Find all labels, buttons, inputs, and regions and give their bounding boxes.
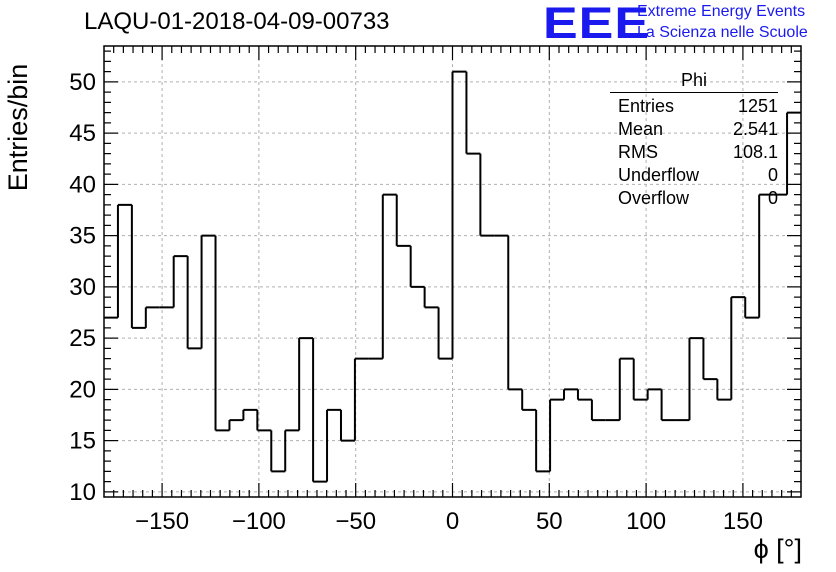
histogram-bin [270,430,286,473]
x-tick-label: −100 [232,508,286,535]
histogram-bin [353,357,369,441]
histogram-bin [451,70,467,359]
axis-ticks [104,46,801,497]
x-tick-label: 150 [723,508,763,535]
histogram-bin [660,389,676,422]
histogram-bin [326,408,341,482]
y-tick-label: 40 [69,171,96,198]
stats-box: Phi Entries 1251 Mean 2.541 RMS 108.1 Under… [610,70,778,210]
histogram-bin [256,409,272,432]
stats-row-mean: Mean 2.541 [618,119,778,139]
histogram-bin [395,194,411,247]
y-tick-label: 30 [69,274,96,301]
stats-row-entries: Entries 1251 [618,96,778,116]
histogram-bin [437,307,453,360]
histogram-bin [702,338,718,381]
stats-row-overflow: Overflow 0 [618,188,778,208]
x-tick-label: 50 [536,508,563,535]
stats-title: Phi [610,70,778,93]
histogram-bin [144,306,160,328]
stats-row-underflow: Underflow 0 [618,165,778,185]
histogram-bin [214,235,230,432]
histogram-bin [716,379,732,401]
histogram-bin [618,357,634,421]
histogram-bin [228,419,244,431]
histogram-bin [688,337,704,421]
histogram-bin [744,297,760,319]
histogram-bin [116,203,132,318]
histogram-bin [590,399,606,422]
histogram-bin [758,193,774,318]
histogram-bin [242,408,258,421]
histogram-bin [563,388,578,400]
x-axis-label: ϕ [°] [753,534,802,564]
y-tick-label: 50 [69,69,96,96]
stats-row-rms: RMS 108.1 [618,142,778,162]
y-tick-label: 20 [69,376,96,403]
histogram-bin [479,153,495,237]
histogram-bin [312,338,328,483]
tick-labels: −150 −100 −50 0 50 100 150 10 15 20 25 30 35 40 45 50 [69,69,763,535]
histogram-bin [730,296,746,400]
histogram-bin [130,204,146,329]
brand-line-2: La Scienza nelle Scuole [637,24,808,41]
x-tick-label: 0 [446,508,459,535]
y-tick-label: 10 [69,479,96,506]
histogram-bin [284,429,300,472]
x-tick-label: −50 [335,508,376,535]
x-tick-label: 100 [626,508,666,535]
histogram-bin [298,337,314,431]
eee-logo: EEE [543,0,651,49]
brand-line-1: Extreme Energy Events [637,3,806,20]
histogram-bin [535,409,551,473]
histogram-bin [186,256,202,350]
histogram-bin [409,245,425,288]
y-tick-label: 45 [69,120,96,147]
y-tick-label: 25 [69,325,96,352]
histogram-bin [339,409,355,442]
y-tick-label: 35 [69,223,96,250]
histogram-bin [507,235,523,391]
x-tick-label: −150 [135,508,189,535]
histogram-bin [200,234,216,349]
histogram-bin [172,255,188,308]
histogram-bin [549,398,565,472]
histogram-bin [646,388,662,400]
histogram-bin [465,71,481,155]
chart-title: LAQU-01-2018-04-09-00733 [84,8,390,35]
histogram-bin [521,389,537,411]
histogram-bin [632,358,648,401]
histogram-bars [104,70,801,483]
histogram-bin [576,389,592,401]
histogram-bin [423,286,439,309]
histogram-bin [381,193,397,359]
y-tick-label: 15 [69,428,96,455]
